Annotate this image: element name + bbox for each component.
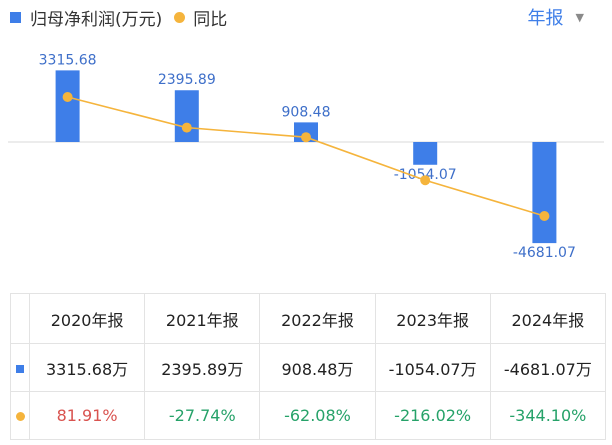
bar-value-label: -1054.07: [394, 167, 457, 183]
caret-down-icon: ▼: [575, 10, 584, 24]
bar: [413, 142, 438, 165]
yoy-point: [420, 175, 431, 186]
table-header-cell: 2020年报: [28, 293, 146, 344]
table-row-profit: 3315.68万 2395.89万 908.48万 -1054.07万 -468…: [10, 343, 607, 392]
line-series-swatch: [15, 412, 25, 421]
bar: [55, 70, 80, 142]
table-cell-yoy: -344.10%: [489, 391, 607, 440]
profit-row-key: [10, 343, 30, 392]
table-cell-profit: -1054.07万: [374, 343, 491, 392]
table-cell-yoy: 81.91%: [28, 391, 146, 440]
period-selector-label: 年报: [527, 8, 564, 29]
bar-value-label: 908.48: [282, 104, 331, 120]
table-row-yoy: 81.91% -27.74% -62.08% -216.02% -344.10%: [10, 391, 607, 440]
line-legend-label[interactable]: 同比: [193, 9, 228, 30]
table-cell-yoy: -216.02%: [374, 391, 491, 440]
table-corner-cell: [10, 293, 30, 344]
yoy-point: [181, 122, 192, 133]
data-table: 2020年报 2021年报 2022年报 2023年报 2024年报 3315.…: [10, 293, 607, 440]
table-cell-yoy: -27.74%: [144, 391, 261, 440]
table-cell-profit: 3315.68万: [28, 343, 146, 392]
period-selector[interactable]: 年报 ▼: [528, 4, 584, 30]
chart-legend: 归母净利润(万元) 同比: [10, 4, 227, 30]
table-cell-yoy: -62.08%: [259, 391, 376, 440]
profit-chart: 3315.68 2395.89 908.48 -1054.07 -4681.07: [8, 52, 604, 261]
table-header-cell: 2021年报: [144, 293, 261, 344]
line-legend-swatch: [174, 11, 186, 23]
bar-value-label: 2395.89: [158, 72, 216, 88]
table-cell-profit: 2395.89万: [144, 343, 261, 392]
yoy-point: [301, 132, 311, 143]
bar-series-swatch: [16, 365, 24, 373]
yoy-row-key: [10, 391, 30, 440]
table-cell-profit: -4681.07万: [489, 343, 607, 392]
table-header-cell: 2023年报: [374, 293, 491, 344]
table-header-cell: 2024年报: [489, 293, 607, 344]
bar: [532, 142, 557, 244]
table-cell-profit: 908.48万: [259, 343, 376, 392]
yoy-point: [539, 211, 550, 221]
table-header-cell: 2022年报: [259, 293, 376, 344]
yoy-point: [62, 92, 73, 102]
bar-legend-swatch: [10, 11, 21, 23]
table-header-row: 2020年报 2021年报 2022年报 2023年报 2024年报: [10, 293, 607, 344]
bar: [174, 90, 199, 142]
bar-legend-label[interactable]: 归母净利润(万元): [30, 9, 163, 30]
bar-value-label: -4681.07: [513, 245, 576, 261]
bar-value-label: 3315.68: [39, 52, 97, 68]
